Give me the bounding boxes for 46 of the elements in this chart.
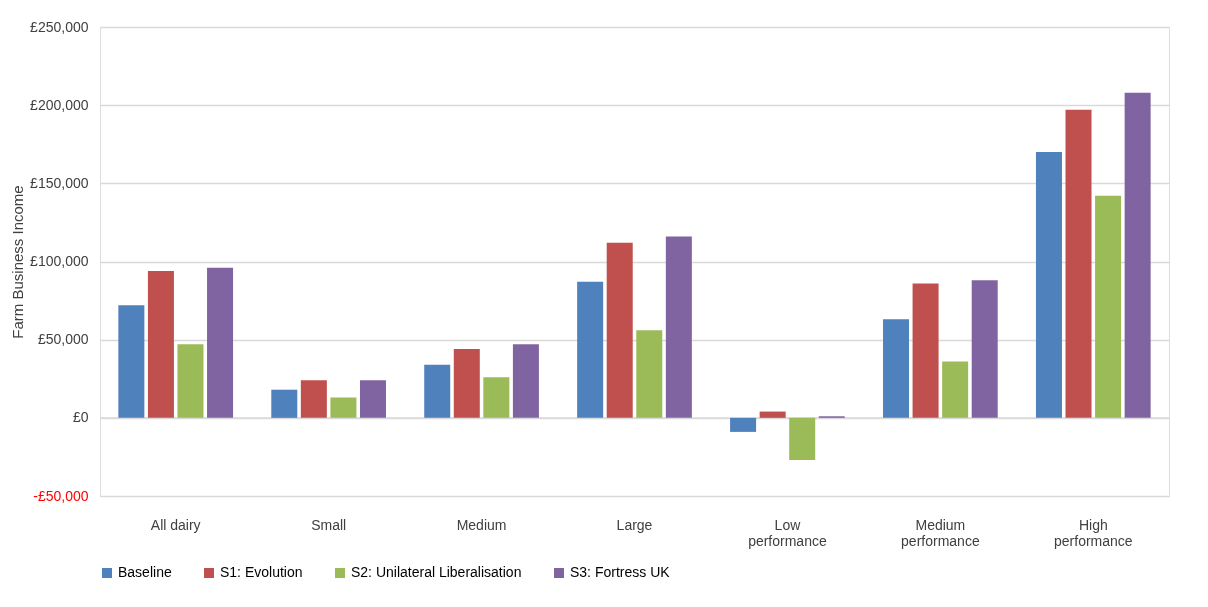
x-tick-label: Low performance [748,516,827,549]
y-tick-label: £200,000 [30,96,89,113]
bar [730,417,757,432]
y-tick-label: -£50,000 [33,487,89,504]
y-tick-label: £50,000 [37,331,89,348]
bar [636,330,663,418]
bar [1065,109,1092,418]
y-tick-label: £250,000 [30,18,89,35]
bar [759,411,786,418]
bar [1124,92,1151,418]
bar [147,270,174,418]
bar [330,397,357,418]
bar [359,380,386,418]
bar [883,319,910,418]
legend-label: S3: Fortress UK [570,564,671,580]
bar [424,364,451,418]
x-tick-label: Large [616,516,653,533]
bar [971,280,998,418]
y-axis-title: Farm Business Income [9,185,27,339]
x-tick-label: Medium [456,516,507,533]
bar [483,377,510,418]
bar [1095,195,1122,418]
bar [577,281,604,418]
bar [207,267,234,418]
bar [512,344,539,418]
bar [271,389,298,418]
bar [1035,152,1062,418]
bar [912,283,939,418]
bar [942,361,969,418]
x-tick-label: Small [311,516,347,533]
x-tick-label: Medium performance [901,516,980,549]
y-tick-label: £100,000 [30,253,89,269]
legend-label: S1: Evolution [220,564,303,580]
legend-label: Baseline [118,564,172,580]
x-tick-label: High performance [1054,516,1133,549]
x-tick-label: All dairy [150,516,201,533]
y-tick-label: £0 [72,409,89,426]
bar [453,349,480,418]
bar [665,236,692,418]
bar [118,305,145,418]
bar [606,242,633,418]
bar [789,417,816,461]
bar [300,380,327,418]
bar [177,344,204,418]
legend-label: S2: Unilateral Liberalisation [351,564,522,580]
y-tick-label: £150,000 [30,174,89,191]
